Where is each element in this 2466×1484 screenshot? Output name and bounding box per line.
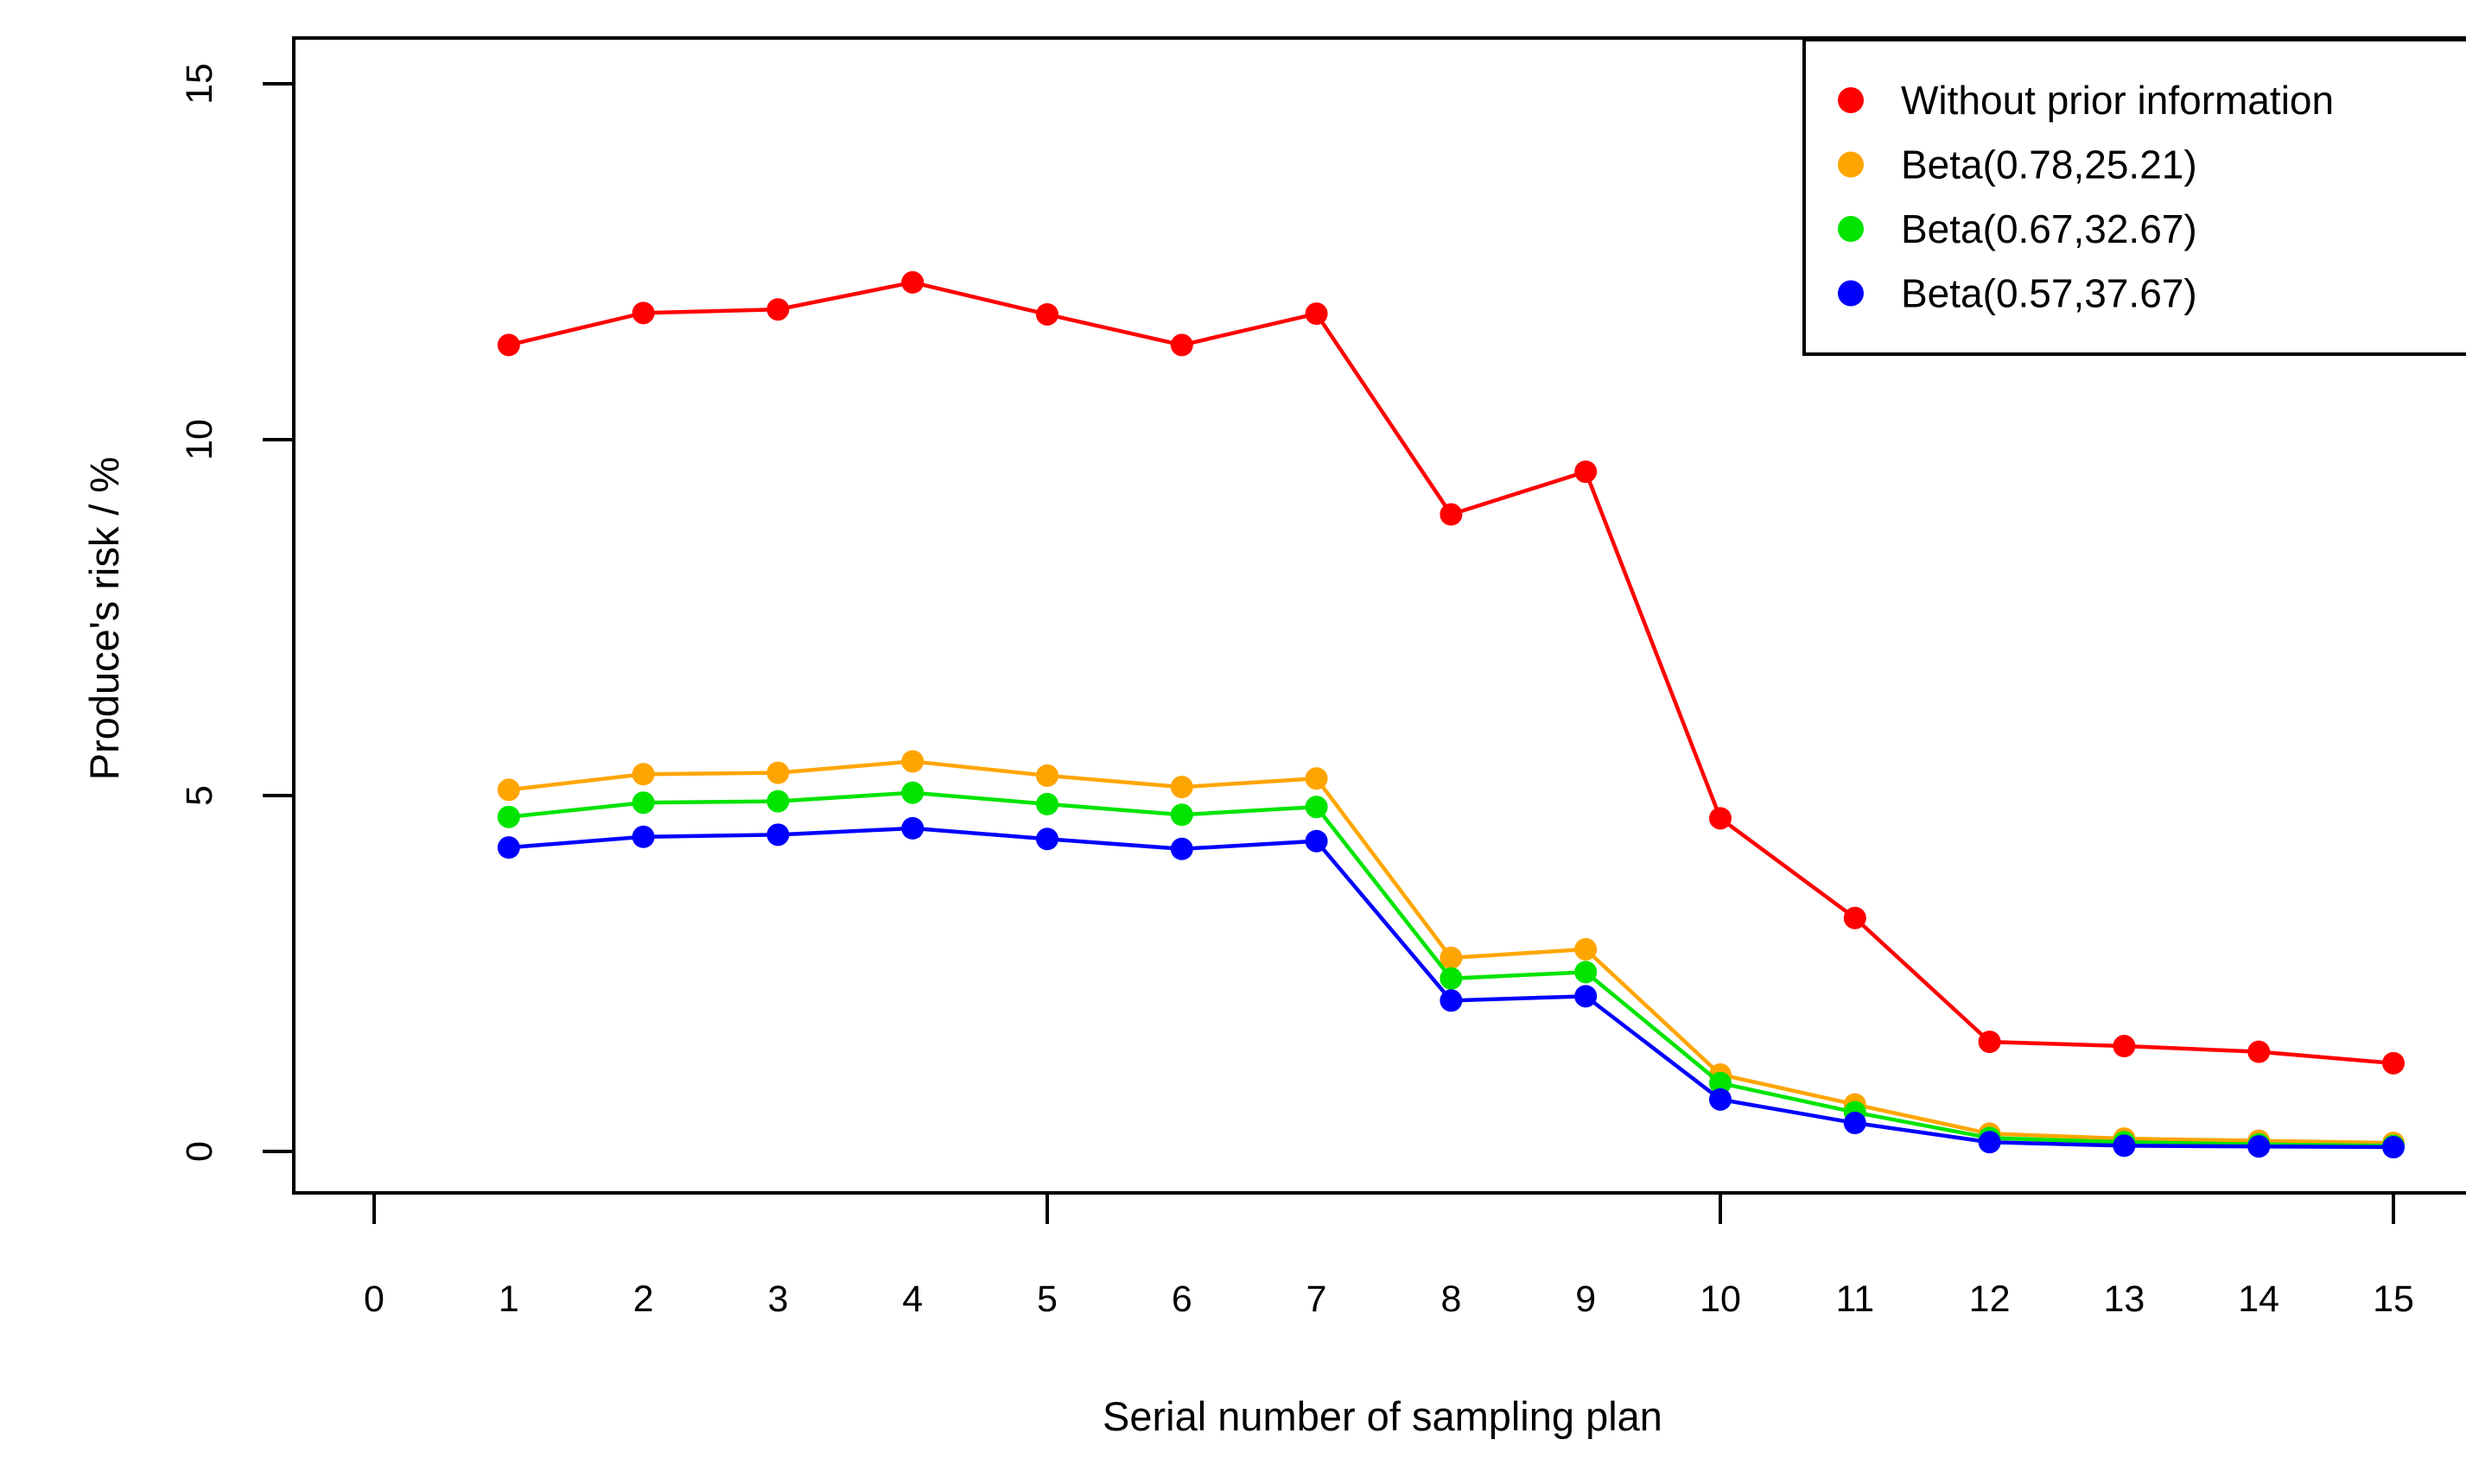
x-tick-label: 12 bbox=[1969, 1278, 2011, 1320]
data-point bbox=[1709, 1088, 1732, 1111]
data-point bbox=[2247, 1135, 2271, 1158]
data-point bbox=[632, 301, 655, 325]
y-tick-label: 15 bbox=[179, 63, 220, 105]
data-point bbox=[1440, 989, 1463, 1012]
data-point bbox=[766, 823, 790, 847]
series-group bbox=[497, 270, 2405, 1159]
x-tick-label: 11 bbox=[1835, 1278, 1874, 1320]
data-point bbox=[632, 763, 655, 786]
data-point bbox=[1709, 807, 1732, 830]
data-point bbox=[1305, 829, 1328, 853]
x-tick-label: 4 bbox=[902, 1278, 923, 1320]
x-tick-label: 7 bbox=[1306, 1278, 1327, 1320]
data-point bbox=[1574, 961, 1598, 984]
x-axis-title: Serial number of sampling plan bbox=[1103, 1393, 1662, 1439]
data-point bbox=[1978, 1031, 2001, 1054]
data-point bbox=[1978, 1131, 2001, 1154]
x-tick-label: 3 bbox=[767, 1278, 788, 1320]
y-axis-ticks: 0 5 10 15 bbox=[179, 63, 294, 1162]
series-0 bbox=[497, 270, 2405, 1075]
data-point bbox=[1305, 767, 1328, 790]
data-point bbox=[1036, 302, 1058, 326]
legend-label: Beta(0.57,37.67) bbox=[1901, 271, 2197, 316]
legend-dot bbox=[1838, 280, 1864, 307]
data-point bbox=[632, 825, 655, 848]
y-tick-label: 10 bbox=[179, 419, 220, 460]
data-point bbox=[1036, 792, 1058, 815]
legend-label: Without prior information bbox=[1901, 78, 2334, 123]
data-point bbox=[1574, 937, 1598, 961]
data-point bbox=[1170, 333, 1193, 357]
data-point bbox=[901, 781, 925, 804]
data-point bbox=[766, 761, 790, 784]
data-point bbox=[901, 270, 925, 294]
data-point bbox=[1305, 302, 1328, 326]
data-point bbox=[1440, 967, 1463, 990]
x-tick-label: 10 bbox=[1700, 1278, 1741, 1320]
x-tick-label: 0 bbox=[364, 1278, 385, 1320]
data-point bbox=[2113, 1035, 2136, 1058]
legend-label: Beta(0.67,32.67) bbox=[1901, 206, 2197, 251]
x-tick-label: 8 bbox=[1440, 1278, 1461, 1320]
data-point bbox=[1843, 1112, 1866, 1135]
data-point bbox=[2247, 1040, 2271, 1063]
plot-area bbox=[292, 36, 2466, 1195]
data-point bbox=[632, 791, 655, 815]
legend-box bbox=[1802, 38, 2466, 356]
series-3 bbox=[497, 816, 2405, 1159]
data-point bbox=[497, 778, 520, 802]
data-point bbox=[766, 298, 790, 321]
data-point bbox=[497, 333, 520, 357]
legend-label: Beta(0.78,25.21) bbox=[1901, 143, 2197, 187]
x-tick-label: 13 bbox=[2103, 1278, 2145, 1320]
line-chart-figure: 0 1 2 3 4 5 6 7 8 9 10 11 12 13 14 15 0 5 10 15 Without pr… bbox=[35, 14, 2466, 1470]
data-point bbox=[1036, 828, 1058, 851]
data-point bbox=[2113, 1134, 2136, 1157]
data-point bbox=[1574, 985, 1598, 1008]
data-point bbox=[1170, 837, 1193, 860]
data-point bbox=[1170, 803, 1193, 827]
x-tick-label: 1 bbox=[499, 1278, 519, 1320]
legend-dot bbox=[1838, 216, 1864, 242]
y-tick-label: 5 bbox=[179, 785, 220, 806]
data-point bbox=[901, 750, 925, 773]
data-point bbox=[1440, 946, 1463, 969]
series-line bbox=[508, 280, 2394, 1066]
data-point bbox=[1574, 460, 1598, 484]
data-point bbox=[497, 805, 520, 828]
x-tick-label: 5 bbox=[1037, 1278, 1058, 1320]
x-tick-label: 2 bbox=[633, 1278, 654, 1320]
legend-dot bbox=[1838, 151, 1864, 178]
data-point bbox=[2382, 1136, 2405, 1159]
data-point bbox=[1036, 764, 1058, 787]
data-point bbox=[1440, 503, 1463, 526]
x-tick-label: 14 bbox=[2238, 1278, 2279, 1320]
data-point bbox=[2382, 1051, 2405, 1075]
x-axis-ticks: 0 1 2 3 4 5 6 7 8 9 10 11 12 13 14 15 bbox=[364, 1193, 2414, 1320]
x-tick-label: 9 bbox=[1575, 1278, 1596, 1320]
data-point bbox=[901, 816, 925, 840]
x-tick-label: 6 bbox=[1172, 1278, 1192, 1320]
data-point bbox=[1709, 1071, 1732, 1094]
y-tick-label: 0 bbox=[179, 1141, 220, 1162]
data-point bbox=[1305, 796, 1328, 819]
legend: Without prior information Beta(0.78,25.21… bbox=[1802, 38, 2466, 356]
data-point bbox=[497, 836, 520, 859]
x-tick-label: 15 bbox=[2373, 1278, 2414, 1320]
legend-dot bbox=[1838, 87, 1864, 113]
y-axis-title: Produce's risk / % bbox=[81, 457, 127, 781]
data-point bbox=[1843, 906, 1866, 929]
data-point bbox=[766, 790, 790, 813]
data-point bbox=[1170, 776, 1193, 799]
